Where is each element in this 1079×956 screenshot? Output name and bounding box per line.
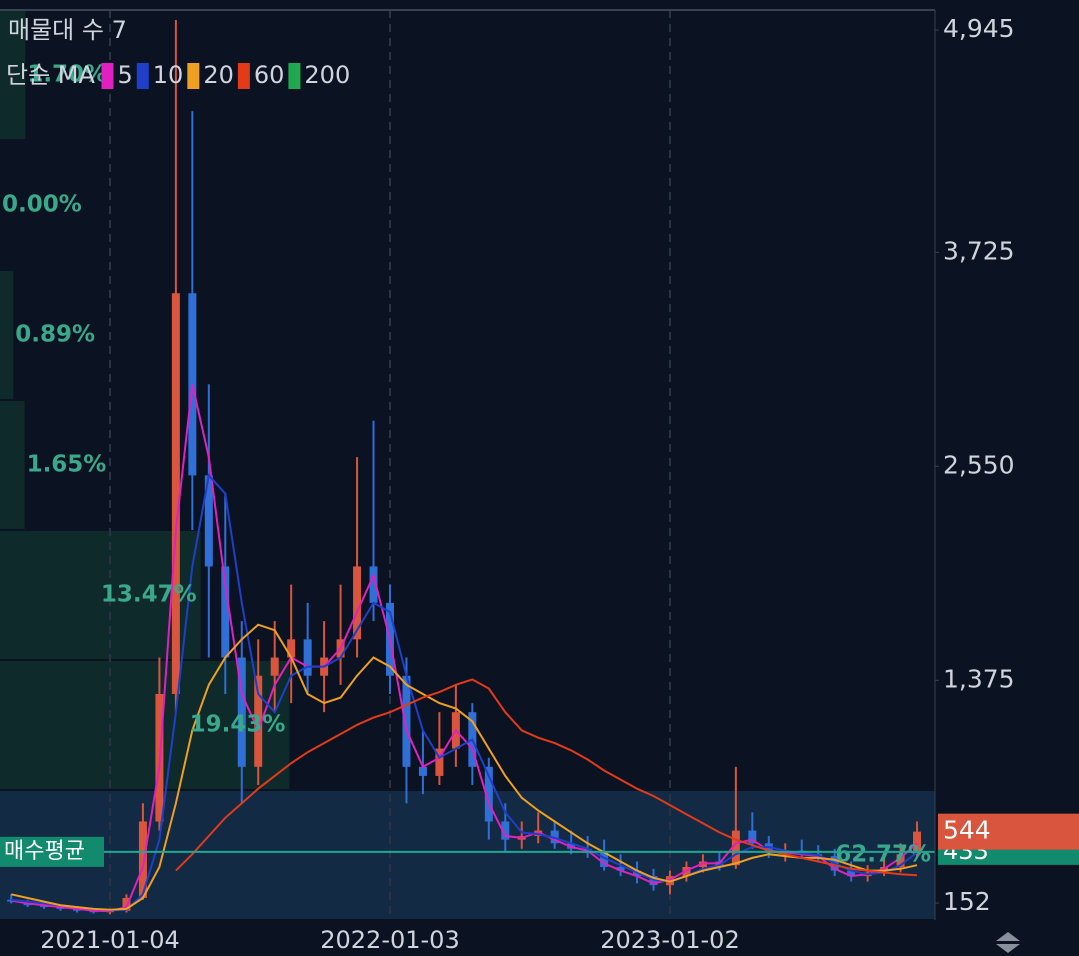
candle-body: [402, 675, 411, 767]
ma-line: [11, 473, 918, 912]
profile-label: 1.65%: [27, 452, 107, 478]
profile-label: 1.70%: [27, 62, 107, 88]
candle-body: [896, 854, 905, 867]
profile-label: 19.43%: [190, 712, 286, 738]
grid: [109, 10, 939, 920]
legend-label: 200: [304, 61, 350, 89]
profile-bar: [0, 271, 14, 399]
candle-body: [171, 293, 180, 694]
candle-body: [237, 657, 246, 767]
legend-label: 10: [153, 61, 184, 89]
legend-label: 20: [203, 61, 234, 89]
candle-body: [303, 639, 312, 676]
candle-body: [435, 748, 444, 776]
buy-average-label: 매수평균: [4, 839, 85, 864]
candle-body: [501, 821, 510, 840]
candle-body: [221, 566, 230, 658]
chart-title: 매물대 수 7: [8, 16, 127, 44]
profile-bar: [0, 401, 25, 529]
candle-body: [731, 830, 740, 866]
candle-body: [287, 639, 296, 658]
candle-body: [353, 566, 362, 640]
profile-label: 0.89%: [15, 322, 95, 348]
candle-body: [616, 866, 625, 871]
scroll-icon[interactable]: [996, 932, 1020, 953]
legend-swatch: [237, 63, 250, 89]
candle-body: [254, 675, 263, 767]
candle-body: [847, 870, 856, 877]
labels: 1.70% 0.00% 0.89% 1.65% 13.47% 19.43% 62.77% 20…: [0, 14, 1079, 954]
legend-label: 5: [117, 61, 132, 89]
profile-label: 0.00%: [2, 192, 82, 218]
candle-body: [204, 475, 213, 567]
candle-body: [418, 766, 427, 776]
candle-body: [484, 766, 493, 822]
ma-lines: [10, 384, 918, 913]
profile-label: 62.77%: [835, 842, 931, 868]
candle-body: [122, 897, 131, 911]
x-tick-label: 2021-01-04: [40, 926, 179, 954]
y-tick-label: 3,725: [943, 236, 1015, 265]
candle-body: [748, 830, 757, 844]
legend-swatch: [288, 63, 301, 89]
ma-line: [175, 678, 918, 877]
profile-bar: [0, 11, 26, 139]
profile-bar: [0, 531, 201, 659]
buy-average-tag: [0, 836, 104, 867]
last-price-label: 544: [943, 816, 991, 845]
ma-line: [10, 623, 918, 911]
legend-label: 60: [254, 61, 285, 89]
candle-body: [913, 831, 922, 855]
profile-label: 13.47%: [101, 582, 197, 608]
legend-title: 단순 MA: [6, 61, 95, 89]
legend: 5 10 20 60 200: [101, 61, 350, 89]
last-price-tag: [938, 813, 1079, 850]
y-tick-label: 2,550: [943, 450, 1015, 479]
y-tick-label: 4,945: [943, 14, 1015, 43]
candle-body: [138, 821, 147, 898]
legend-swatch: [187, 63, 200, 89]
legend-swatch: [136, 63, 149, 89]
x-tick-label: 2022-01-03: [320, 926, 459, 954]
candle-body: [600, 852, 609, 867]
candle-body: [369, 566, 378, 603]
y-tick-label: 152: [943, 887, 991, 916]
y-tick-label: 1,375: [943, 664, 1015, 693]
candle-body: [270, 657, 279, 676]
x-tick-label: 2023-01-02: [600, 926, 739, 954]
legend-swatch: [101, 63, 114, 89]
